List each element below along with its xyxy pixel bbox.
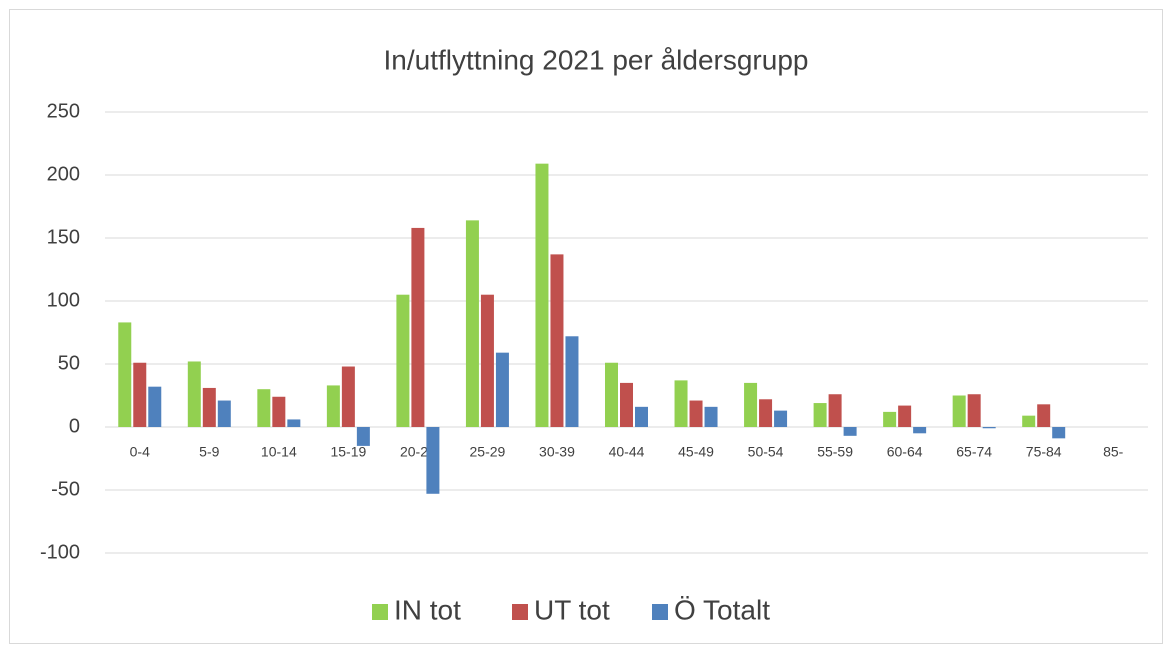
y-tick-label: 150 — [47, 226, 80, 248]
bar — [898, 405, 912, 427]
x-tick-label: 85- — [1103, 444, 1124, 460]
y-tick-label: -50 — [51, 478, 80, 500]
x-tick-label: 45-49 — [678, 444, 714, 460]
bar — [744, 382, 758, 427]
bar — [967, 394, 981, 427]
x-tick-label: 10-14 — [261, 444, 297, 460]
x-tick-label: 30-39 — [539, 444, 575, 460]
bar — [883, 411, 897, 427]
bar — [187, 361, 201, 427]
bar — [1037, 404, 1051, 427]
bar — [828, 394, 842, 427]
bar — [495, 352, 509, 427]
bar — [202, 387, 216, 427]
x-tick-label: 40-44 — [609, 444, 645, 460]
bar — [813, 403, 827, 427]
chart-title: In/utflyttning 2021 per åldersgrupp — [384, 44, 809, 75]
bar — [148, 386, 162, 427]
bar — [704, 406, 718, 427]
y-tick-label: 100 — [47, 289, 80, 311]
legend-swatch — [652, 604, 668, 620]
bar — [774, 410, 788, 427]
bar — [341, 366, 355, 427]
x-tick-label: 60-64 — [887, 444, 923, 460]
bar — [396, 294, 410, 427]
bar — [411, 227, 425, 427]
x-tick-label: 15-19 — [330, 444, 366, 460]
bar — [326, 385, 340, 427]
y-tick-label: 250 — [47, 100, 80, 122]
bar — [635, 406, 648, 427]
bar — [480, 294, 494, 427]
legend-label: UT tot — [534, 594, 610, 625]
x-tick-label: 0-4 — [130, 444, 150, 460]
bar — [118, 322, 132, 427]
bar — [1022, 415, 1036, 427]
bar — [913, 427, 927, 434]
bar — [287, 419, 301, 427]
x-tick-label: 65-74 — [956, 444, 992, 460]
legend-swatch — [512, 604, 528, 620]
bar — [952, 395, 966, 427]
bar — [272, 396, 286, 427]
chart-frame — [9, 9, 1163, 644]
bar — [1052, 427, 1066, 439]
legend-label: Ö Totalt — [674, 594, 770, 625]
bar — [133, 362, 147, 427]
bar — [535, 163, 549, 427]
bar — [982, 427, 996, 429]
bar — [620, 382, 633, 427]
x-tick-label: 75-84 — [1026, 444, 1062, 460]
y-tick-label: 0 — [69, 415, 80, 437]
bar — [426, 427, 440, 494]
y-tick-label: -100 — [40, 541, 80, 563]
x-tick-label: 50-54 — [748, 444, 784, 460]
bar — [257, 389, 271, 427]
bar — [356, 427, 370, 446]
bar — [759, 399, 773, 427]
bar — [550, 254, 564, 427]
bar — [465, 220, 479, 427]
y-tick-label: 200 — [47, 163, 80, 185]
legend-label: IN tot — [394, 594, 461, 625]
bar — [605, 362, 618, 427]
y-tick-label: 50 — [58, 352, 80, 374]
bar — [217, 400, 231, 427]
legend-swatch — [372, 604, 388, 620]
x-tick-label: 55-59 — [817, 444, 853, 460]
bar — [565, 336, 579, 427]
x-tick-label: 25-29 — [470, 444, 506, 460]
bar — [843, 427, 857, 436]
bar — [674, 380, 688, 427]
bar — [689, 400, 703, 427]
x-tick-label: 5-9 — [199, 444, 219, 460]
